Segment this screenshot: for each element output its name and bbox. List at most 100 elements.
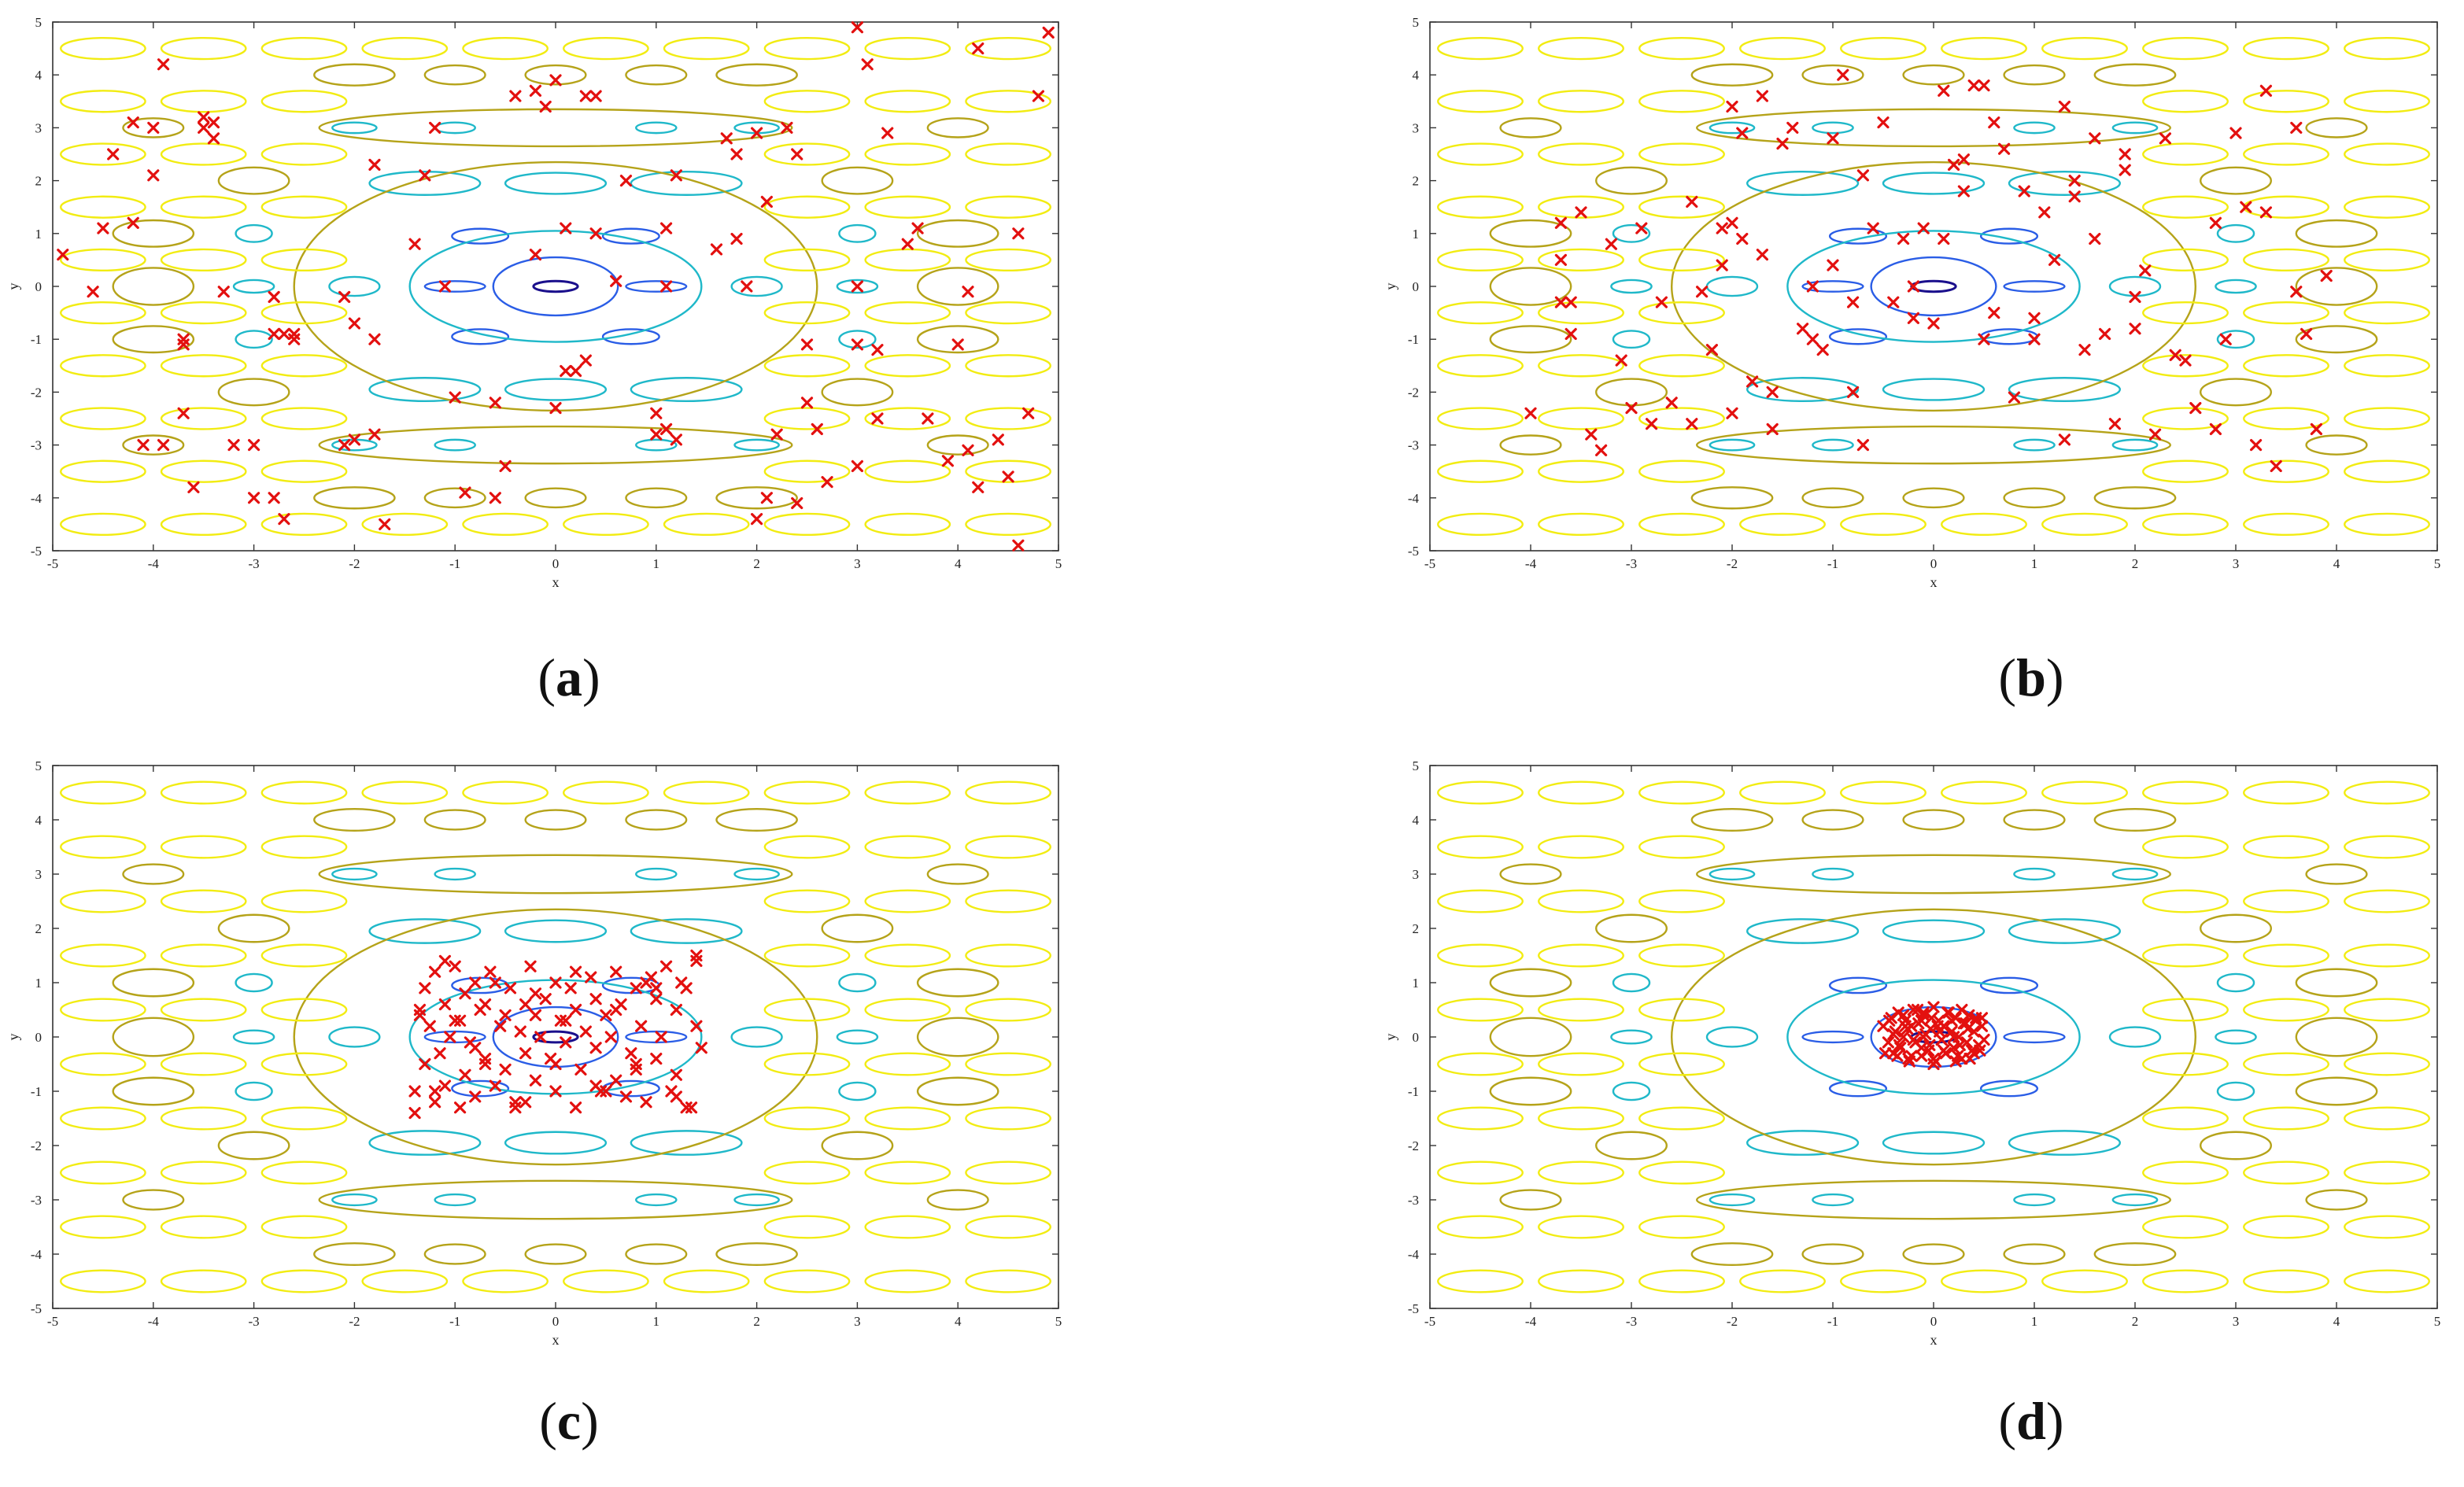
data-point	[589, 227, 602, 240]
contour-line	[2041, 36, 2128, 61]
y-tick-label: 0	[1413, 1030, 1420, 1045]
data-point	[630, 982, 642, 994]
contour-line	[2243, 1215, 2329, 1239]
data-point	[459, 486, 471, 499]
data-point	[147, 121, 160, 134]
data-point	[1887, 296, 1900, 308]
contour-line	[625, 280, 688, 293]
contour-line	[916, 968, 999, 998]
data-point	[670, 1003, 682, 1017]
contour-line	[864, 195, 951, 219]
data-point	[207, 116, 220, 129]
contour-line	[1840, 1269, 1927, 1293]
contour-line	[2108, 1026, 2162, 1048]
contour-line	[1739, 512, 1826, 537]
data-point	[549, 1085, 562, 1098]
contour-line	[1705, 1026, 1759, 1048]
data-point	[569, 1003, 582, 1017]
contour-line	[504, 378, 608, 401]
contour-line	[926, 117, 989, 138]
data-point	[1605, 238, 1617, 250]
data-point	[1766, 422, 1779, 436]
contour-line	[2003, 809, 2066, 831]
data-point	[1967, 79, 1980, 92]
data-point	[2129, 290, 2141, 304]
contour-line	[60, 36, 146, 61]
contour-line	[232, 279, 275, 294]
contour-line	[821, 913, 894, 943]
contour-line	[235, 1081, 273, 1101]
y-tick-label: 0	[35, 1030, 42, 1045]
contour-line	[1538, 90, 1624, 113]
contour-line	[1828, 227, 1888, 245]
contour-line	[1638, 195, 1725, 219]
data-point	[1925, 1012, 1938, 1024]
data-point	[2119, 148, 2131, 161]
contour-line	[1538, 36, 1624, 61]
x-tick-label: 2	[753, 556, 760, 571]
contour-line	[625, 1243, 688, 1265]
contour-line	[361, 36, 449, 61]
contour-line	[1979, 328, 2039, 345]
contour-line	[2344, 142, 2430, 166]
contour-line	[2344, 1269, 2430, 1293]
data-point	[851, 280, 863, 293]
contour-line	[965, 1106, 1051, 1131]
contour-line	[2041, 512, 2128, 537]
data-point	[419, 982, 431, 994]
data-point	[1927, 1001, 1940, 1013]
contour-line	[2041, 1269, 2128, 1293]
data-point	[2058, 434, 2071, 446]
contour-line	[260, 195, 348, 219]
contour-line	[232, 1029, 275, 1045]
contour-line	[60, 248, 146, 272]
data-point	[680, 1101, 693, 1114]
contour-line	[2305, 863, 2368, 885]
data-point	[791, 148, 803, 161]
data-point	[2250, 439, 2263, 452]
data-point	[469, 976, 482, 989]
data-point	[579, 354, 592, 367]
y-axis-label: y	[1383, 1034, 1398, 1041]
contour-line	[763, 36, 851, 61]
data-point	[1957, 185, 1970, 197]
contour-line	[864, 90, 951, 113]
data-point	[413, 1003, 427, 1017]
contour-lines	[60, 780, 1051, 1293]
contour-line	[563, 780, 649, 805]
data-point	[650, 407, 663, 419]
contour-line	[112, 325, 195, 354]
contour-line	[821, 166, 894, 195]
data-point	[1012, 227, 1025, 240]
data-point	[1938, 232, 1950, 245]
contour-line	[1489, 219, 1572, 248]
data-point	[1998, 142, 2011, 155]
contour-line	[1638, 354, 1725, 378]
data-point	[670, 169, 682, 182]
contour-line	[1437, 943, 1524, 968]
x-tick-label: 2	[2132, 556, 2139, 571]
contour-line	[462, 1269, 549, 1293]
contour-line	[160, 1215, 247, 1239]
contour-line	[916, 219, 999, 248]
data-point	[770, 428, 783, 441]
data-point	[549, 976, 562, 989]
data-point	[1756, 90, 1768, 102]
data-point	[429, 965, 441, 978]
x-tick-label: -2	[1727, 1314, 1738, 1329]
data-point	[2089, 232, 2101, 245]
contour-line	[864, 780, 951, 805]
contour-line	[2344, 512, 2430, 537]
contour-line	[715, 807, 798, 832]
contour-line	[630, 170, 743, 196]
x-tick-label: 0	[552, 1314, 560, 1329]
x-tick-label: 1	[2031, 556, 2038, 571]
contour-line	[763, 780, 851, 805]
contour-line	[965, 407, 1051, 430]
data-point	[1899, 1020, 1912, 1032]
x-tick-label: 1	[2031, 1314, 2038, 1329]
contour-line	[2008, 918, 2122, 944]
contour-line	[1882, 1131, 1986, 1155]
data-point	[469, 1090, 482, 1103]
contour-line	[2111, 121, 2159, 135]
